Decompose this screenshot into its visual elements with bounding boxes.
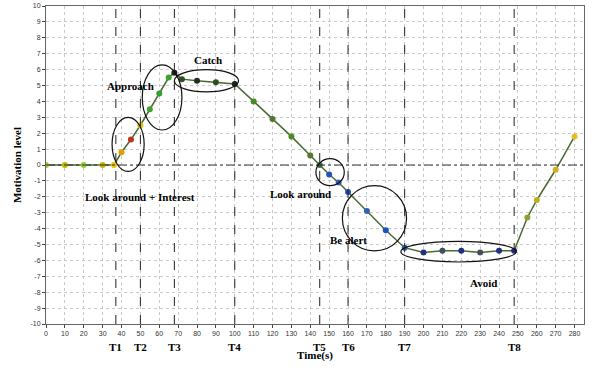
- svg-text:110: 110: [248, 330, 259, 337]
- svg-text:Avoid: Avoid: [470, 277, 497, 289]
- svg-text:20: 20: [80, 330, 88, 337]
- svg-text:-8: -8: [34, 289, 40, 296]
- svg-text:120: 120: [267, 330, 279, 337]
- svg-text:80: 80: [193, 330, 201, 337]
- svg-text:210: 210: [437, 330, 449, 337]
- svg-text:230: 230: [474, 330, 486, 337]
- svg-text:T1: T1: [109, 341, 122, 353]
- svg-text:90: 90: [212, 330, 220, 337]
- svg-text:-7: -7: [34, 273, 40, 280]
- svg-text:0: 0: [44, 330, 48, 337]
- svg-text:150: 150: [323, 330, 335, 337]
- svg-text:140: 140: [304, 330, 316, 337]
- svg-text:2: 2: [37, 130, 41, 137]
- svg-text:190: 190: [399, 330, 411, 337]
- svg-text:Time(s): Time(s): [297, 349, 333, 362]
- svg-text:T2: T2: [134, 341, 147, 353]
- svg-text:1: 1: [37, 146, 41, 153]
- svg-text:Catch: Catch: [194, 54, 222, 66]
- svg-text:10: 10: [61, 330, 69, 337]
- svg-text:10: 10: [33, 2, 41, 9]
- svg-text:5: 5: [37, 82, 41, 89]
- svg-text:0: 0: [37, 161, 41, 168]
- svg-text:T8: T8: [508, 341, 521, 353]
- svg-text:270: 270: [550, 330, 562, 337]
- svg-text:T4: T4: [228, 341, 241, 353]
- svg-text:260: 260: [531, 330, 543, 337]
- svg-text:40: 40: [118, 330, 126, 337]
- svg-text:280: 280: [569, 330, 581, 337]
- svg-text:-5: -5: [34, 241, 40, 248]
- svg-text:T5: T5: [313, 341, 326, 353]
- svg-text:180: 180: [380, 330, 392, 337]
- svg-text:4: 4: [37, 98, 41, 105]
- svg-text:3: 3: [37, 114, 41, 121]
- svg-text:60: 60: [155, 330, 163, 337]
- svg-text:-4: -4: [34, 225, 40, 232]
- svg-text:160: 160: [342, 330, 354, 337]
- svg-text:T3: T3: [168, 341, 181, 353]
- svg-text:8: 8: [37, 34, 41, 41]
- svg-text:-2: -2: [34, 193, 40, 200]
- svg-text:-6: -6: [34, 257, 40, 264]
- svg-text:-9: -9: [34, 305, 40, 312]
- svg-text:-3: -3: [34, 209, 40, 216]
- svg-text:50: 50: [136, 330, 144, 337]
- svg-text:T7: T7: [398, 341, 411, 353]
- svg-text:Look around + Interest: Look around + Interest: [85, 191, 195, 203]
- svg-text:Be alert: Be alert: [330, 234, 367, 246]
- svg-text:70: 70: [174, 330, 182, 337]
- svg-text:250: 250: [512, 330, 524, 337]
- svg-text:6: 6: [37, 66, 41, 73]
- svg-text:220: 220: [455, 330, 467, 337]
- svg-text:T6: T6: [342, 341, 355, 353]
- svg-text:Motivation level: Motivation level: [11, 127, 23, 203]
- svg-text:Approach: Approach: [107, 80, 154, 92]
- svg-text:200: 200: [418, 330, 430, 337]
- svg-text:Look around: Look around: [270, 188, 331, 200]
- svg-text:240: 240: [493, 330, 505, 337]
- svg-text:-1: -1: [34, 177, 40, 184]
- svg-text:30: 30: [99, 330, 107, 337]
- svg-text:-10: -10: [30, 320, 40, 327]
- svg-text:7: 7: [37, 50, 41, 57]
- svg-text:170: 170: [361, 330, 373, 337]
- svg-text:130: 130: [286, 330, 298, 337]
- svg-text:100: 100: [229, 330, 241, 337]
- svg-text:9: 9: [37, 18, 41, 25]
